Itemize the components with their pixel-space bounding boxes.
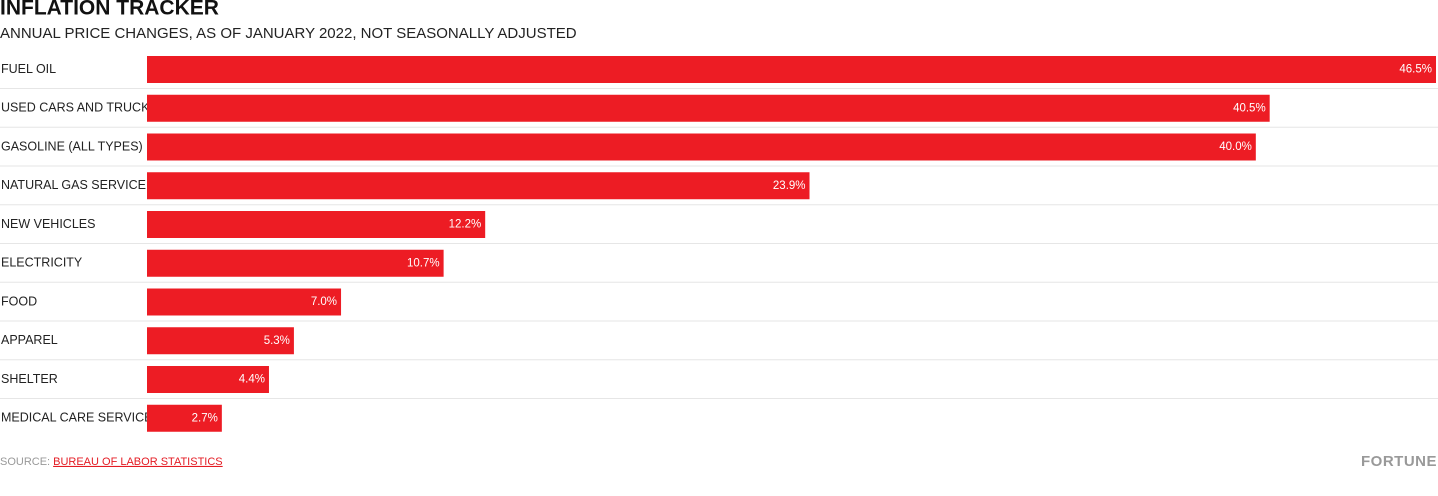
source-label: SOURCE: <box>0 456 50 468</box>
bar <box>147 249 444 277</box>
category-label: FUEL OIL <box>1 62 56 76</box>
bar <box>147 404 222 432</box>
value-label: 46.5% <box>1399 64 1432 76</box>
bar <box>147 172 810 200</box>
category-label: GASOLINE (ALL TYPES) <box>1 139 143 153</box>
source-link[interactable]: BUREAU OF LABOR STATISTICS <box>53 456 223 468</box>
brand: FORTUNE <box>1361 453 1437 470</box>
value-label: 2.7% <box>192 412 218 424</box>
value-label: 23.9% <box>773 180 806 192</box>
category-label: ELECTRICITY <box>1 256 83 270</box>
bar <box>147 56 1436 83</box>
category-label: FOOD <box>1 294 37 308</box>
bar <box>147 327 294 355</box>
chart-subtitle: ANNUAL PRICE CHANGES, AS OF JANUARY 2022… <box>0 25 577 42</box>
category-label: NEW VEHICLES <box>1 217 95 231</box>
category-label: MEDICAL CARE SERVICES <box>1 411 161 425</box>
value-label: 40.5% <box>1233 102 1266 114</box>
category-label: USED CARS AND TRUCKS <box>1 101 158 115</box>
bar <box>147 133 1256 161</box>
value-label: 7.0% <box>311 296 337 308</box>
value-label: 12.2% <box>449 219 482 231</box>
bar <box>147 366 269 393</box>
category-label: NATURAL GAS SERVICE <box>1 178 146 192</box>
value-label: 4.4% <box>239 374 265 386</box>
value-label: 40.0% <box>1219 141 1252 153</box>
chart-title: INFLATION TRACKER <box>0 0 219 20</box>
bar <box>147 211 486 238</box>
value-label: 5.3% <box>264 335 290 347</box>
value-label: 10.7% <box>407 257 440 269</box>
bar <box>147 288 342 316</box>
category-label: APPAREL <box>1 333 58 347</box>
bar <box>147 94 1270 122</box>
category-label: SHELTER <box>1 372 58 386</box>
